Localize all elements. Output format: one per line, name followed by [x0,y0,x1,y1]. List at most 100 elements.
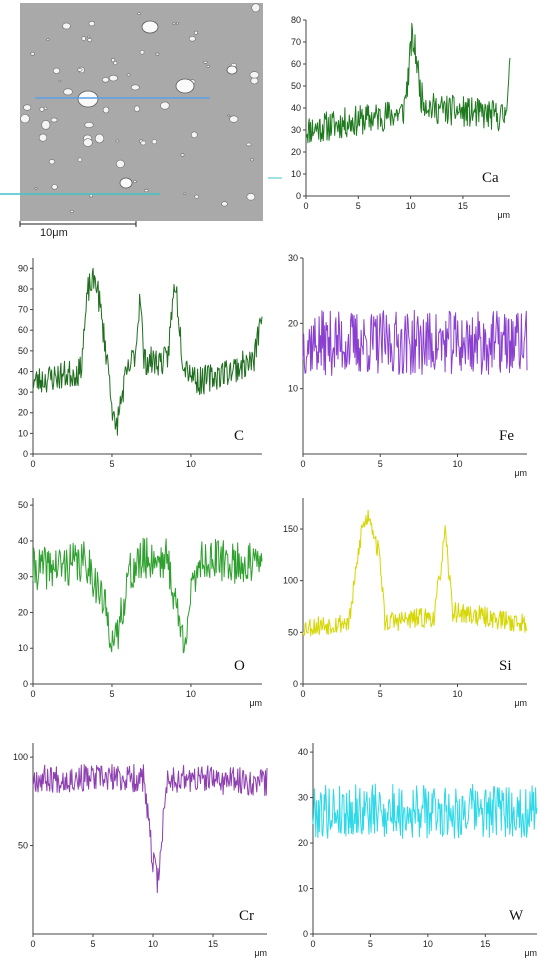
particle [101,77,110,83]
particle [249,71,260,79]
x-axis-unit: μm [497,210,510,220]
particle [139,49,145,55]
x-tick-label: 10 [186,689,196,699]
particle [227,114,231,117]
element-label: Cr [239,908,254,924]
y-tick-label: 80 [18,284,28,294]
y-tick-label: 70 [291,37,301,47]
particle [191,131,198,139]
particle [180,153,185,157]
particle [226,65,238,75]
particle [30,51,35,56]
y-tick-label: 10 [18,428,28,438]
chart-si: 0 50 100 150 0 5 10 μm Si [283,498,528,708]
particle [160,101,170,110]
particle [206,65,210,68]
particle [77,68,83,72]
particle [126,73,131,77]
particle [58,79,62,83]
chart-cr: 50 100 0 5 10 15 μm Cr [13,743,268,958]
y-tick-label: 0 [293,679,298,689]
y-tick-label: 0 [296,191,301,201]
y-tick-label: 30 [288,253,298,263]
y-tick-label: 0 [23,449,28,459]
y-tick-label: 80 [291,15,301,25]
element-label: Si [499,658,512,674]
particle [34,187,38,190]
x-tick-label: 10 [452,459,462,469]
particle [38,133,48,142]
particle [133,180,137,184]
particle [87,35,91,39]
particle [108,74,118,82]
series-line-o [32,537,263,654]
element-label: Fe [499,428,514,444]
particle [203,60,208,64]
particle [183,192,187,196]
y-tick-label: 20 [291,147,301,157]
y-tick-label: 60 [18,325,28,335]
x-tick-label: 10 [148,939,158,949]
particle [77,157,83,162]
particle [155,52,160,56]
chart-o: 0 10 20 30 40 50 0 5 10 μm O [18,498,263,708]
particle [39,106,45,112]
chart-c: 0 10 20 30 40 50 60 70 80 90 0 5 10 C [18,258,263,469]
x-axis-unit: μm [514,698,527,708]
x-tick-label: 5 [368,939,373,949]
y-tick-label: 100 [283,576,298,586]
y-tick-label: 10 [291,169,301,179]
particle [246,193,256,201]
y-tick-label: 0 [303,929,308,939]
y-tick-label: 50 [18,346,28,356]
scale-bar-label: 10μm [40,227,68,239]
y-tick-label: 90 [18,263,28,273]
particle [113,60,118,66]
x-tick-label: 5 [356,201,361,211]
element-label: Ca [482,170,499,186]
particle [229,115,239,123]
particle [51,184,58,190]
particle [151,139,158,145]
particle [130,84,140,91]
particle [175,78,195,94]
series-line-c [32,267,263,436]
particle [102,106,110,114]
x-axis-unit: μm [514,468,527,478]
micrograph-particles [20,3,261,213]
y-tick-label: 10 [18,643,28,653]
x-tick-label: 0 [30,459,35,469]
y-tick-label: 100 [13,752,28,762]
particle [50,117,58,123]
x-tick-label: 5 [378,689,383,699]
particle [69,209,74,213]
y-tick-label: 150 [283,524,298,534]
particle [172,22,176,25]
particle [119,177,133,189]
particle [63,88,73,96]
y-tick-label: 30 [291,125,301,135]
particle [246,142,252,147]
y-tick-label: 50 [18,841,28,851]
series-line-fe [302,309,528,376]
series-line-w [312,783,538,839]
x-tick-label: 0 [30,689,35,699]
particle [84,122,94,129]
x-tick-label: 0 [310,939,315,949]
y-tick-label: 50 [288,627,298,637]
x-tick-label: 10 [423,939,433,949]
y-tick-label: 20 [298,838,308,848]
particle [43,106,48,110]
x-tick-label: 15 [208,939,218,949]
y-tick-label: 40 [18,536,28,546]
particle [134,105,141,112]
y-tick-label: 30 [18,572,28,582]
particle [20,114,30,124]
particle [137,12,141,15]
y-tick-label: 40 [18,366,28,376]
x-tick-label: 0 [300,459,305,469]
chart-fe: 10 20 30 0 5 10 μm Fe [288,253,528,478]
x-tick-label: 10 [452,689,462,699]
x-tick-label: 15 [480,939,490,949]
particle [62,22,71,30]
